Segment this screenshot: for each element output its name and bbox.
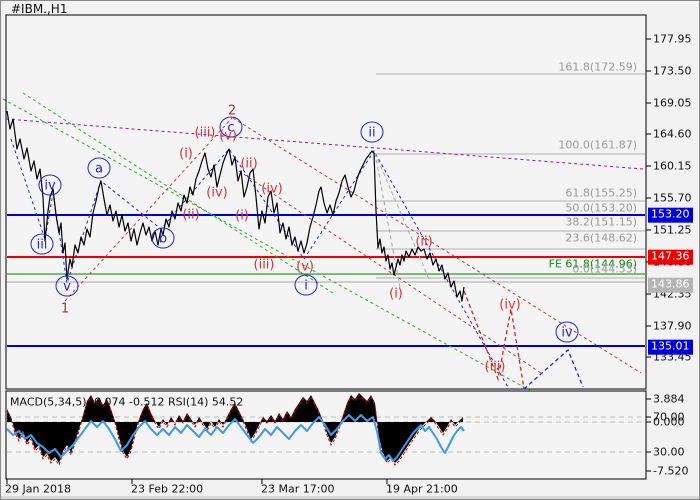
symbol-timeframe-label: #IBM.,H1 (11, 2, 68, 16)
price-level-badge: 135.01 (648, 339, 693, 355)
wave-label: iv (44, 178, 56, 194)
gray-fib-anchor-2 (374, 152, 430, 280)
macd-signal-line (6, 394, 464, 467)
fib-level-label: FE 61.8(144.96) (548, 257, 637, 271)
price-axis-value: 142.35 (653, 287, 692, 301)
wave-label: i (304, 278, 308, 294)
price-axis-value: 173.50 (653, 64, 692, 78)
fib-level-label: 23.6(148.62) (565, 231, 637, 245)
brown-channel-lower (238, 170, 542, 374)
price-axis-value: 160.15 (653, 159, 692, 173)
wave-label-circle (87, 157, 111, 179)
price-axis-value: 155.70 (653, 191, 692, 205)
wave-label: (i) (389, 286, 403, 302)
price-axis-value: 164.60 (653, 127, 692, 141)
wave-label: iv (561, 325, 573, 341)
wave-label: (iv) (261, 181, 283, 197)
price-panel[interactable] (5, 14, 647, 390)
bottom-scroll-strip[interactable] (1, 496, 699, 499)
price-level-badge: 143.86 (648, 277, 693, 293)
wave-label-circle (294, 274, 318, 296)
wave-label: (ii) (182, 207, 200, 223)
wave-label: (iii) (194, 125, 216, 141)
wave-label: v (63, 279, 71, 295)
fib-level-label: 0.0(144.53) (572, 262, 637, 276)
fib-level-label: 100.0(161.87) (558, 138, 637, 152)
wave-label: (iii) (253, 257, 275, 273)
wave-label: (i) (235, 208, 249, 224)
indicator-axis-value: 30.00 (653, 445, 685, 459)
blue-projection (523, 348, 584, 390)
wave-label-circle (360, 121, 384, 143)
brown-channel-upper (232, 117, 642, 374)
date-axis-value: 19 Apr 21:00 (386, 482, 458, 496)
wave-label: (iv) (499, 297, 521, 313)
wave-label: (v) (219, 128, 237, 144)
wave-label: 1 (60, 301, 70, 317)
wave-label: (v) (296, 259, 314, 275)
price-axis-value: 151.25 (653, 223, 692, 237)
indicator-axis-value: 0.000 (653, 415, 685, 429)
date-axis-value: 23 Mar 17:00 (261, 482, 335, 496)
wave-label: ii (368, 125, 376, 141)
indicator-axis-value: -7.520 (653, 464, 689, 478)
fib-level-label: 38.2(151.15) (565, 215, 637, 229)
indicator-settings-label: MACD(5,34,5) -0.074 -0.512 RSI(14) 54.52 (10, 395, 244, 409)
wave-label: a (95, 161, 103, 177)
wave-label-circle (38, 174, 62, 196)
wave-label-circle (30, 233, 54, 255)
price-axis-value: 137.90 (653, 319, 692, 333)
price-axis-value: 177.95 (653, 32, 692, 46)
wave-label: (iv) (206, 185, 228, 201)
wave-label: iii (36, 237, 48, 253)
red-projection (463, 290, 525, 390)
fib-level-label: 161.8(172.59) (558, 60, 637, 74)
price-level-badge: 147.36 (648, 249, 693, 265)
wave-label-circle (555, 321, 579, 343)
wave-label: (i) (179, 146, 193, 162)
green-trend-long (2, 98, 532, 392)
wave-label: (iii) (484, 359, 506, 375)
wave-label-circle (151, 227, 175, 249)
price-axis-value: 169.05 (653, 96, 692, 110)
wave-label: (ii) (415, 234, 433, 250)
rsi-line (6, 414, 465, 462)
purple-trend (5, 118, 644, 170)
date-axis-value: 29 Jan 2018 (5, 482, 71, 496)
wave-label: c (227, 120, 235, 136)
brown-impulse-1-2 (64, 117, 233, 302)
wave-label: (ii) (240, 156, 258, 172)
green-trend-short (22, 92, 334, 294)
price-level-badge: 153.20 (648, 207, 693, 223)
macd-histogram (7, 393, 463, 463)
wave-label-circle (219, 116, 243, 138)
wave-label-circle (55, 275, 79, 297)
date-axis-value: 23 Feb 22:00 (131, 482, 204, 496)
price-axis-value: 133.45 (653, 350, 692, 364)
wave-label: 2 (227, 103, 237, 119)
indicator-axis-value: 70.00 (653, 410, 685, 424)
wave-label: b (158, 231, 168, 247)
blue-wave-path (10, 138, 510, 390)
price-line (6, 110, 465, 302)
gray-fib-anchor-1 (374, 152, 402, 294)
indicator-axis-value: 3.884 (653, 392, 685, 406)
fib-level-label: 61.8(155.25) (565, 186, 637, 200)
fib-level-label: 50.0(153.20) (565, 201, 637, 215)
